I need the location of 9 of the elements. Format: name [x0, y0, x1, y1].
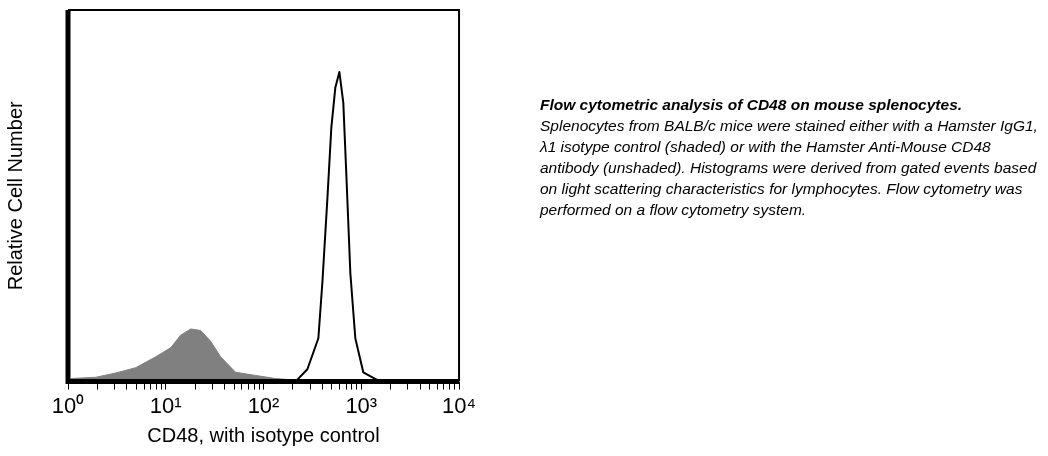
x-tick-label: 10⁴ [442, 392, 477, 418]
text: Flow cytometric analysis of CD48 on mouse splenocytes. [540, 96, 963, 113]
x-tick-label: 10⁰ [51, 392, 85, 418]
x-tick-label: 10² [247, 392, 280, 418]
text: Splenocytes from BALB/c mice were stained either with a Hamster IgG1, λ1 isotype control (shaded) or with the Hamster Anti-Mouse CD48 antibody (unshaded). Histograms were derived from gated events based on light scattering characteristics for lymphocytes. Flow cytometry was performed on a flow cytometry system. [540, 117, 1038, 218]
x-tick-label: 10¹ [149, 392, 182, 418]
x-axis-title: CD48, with isotype control [147, 423, 380, 446]
x-tick-label: 10³ [345, 392, 378, 418]
y-axis-title: Relative Cell Number [3, 100, 26, 291]
